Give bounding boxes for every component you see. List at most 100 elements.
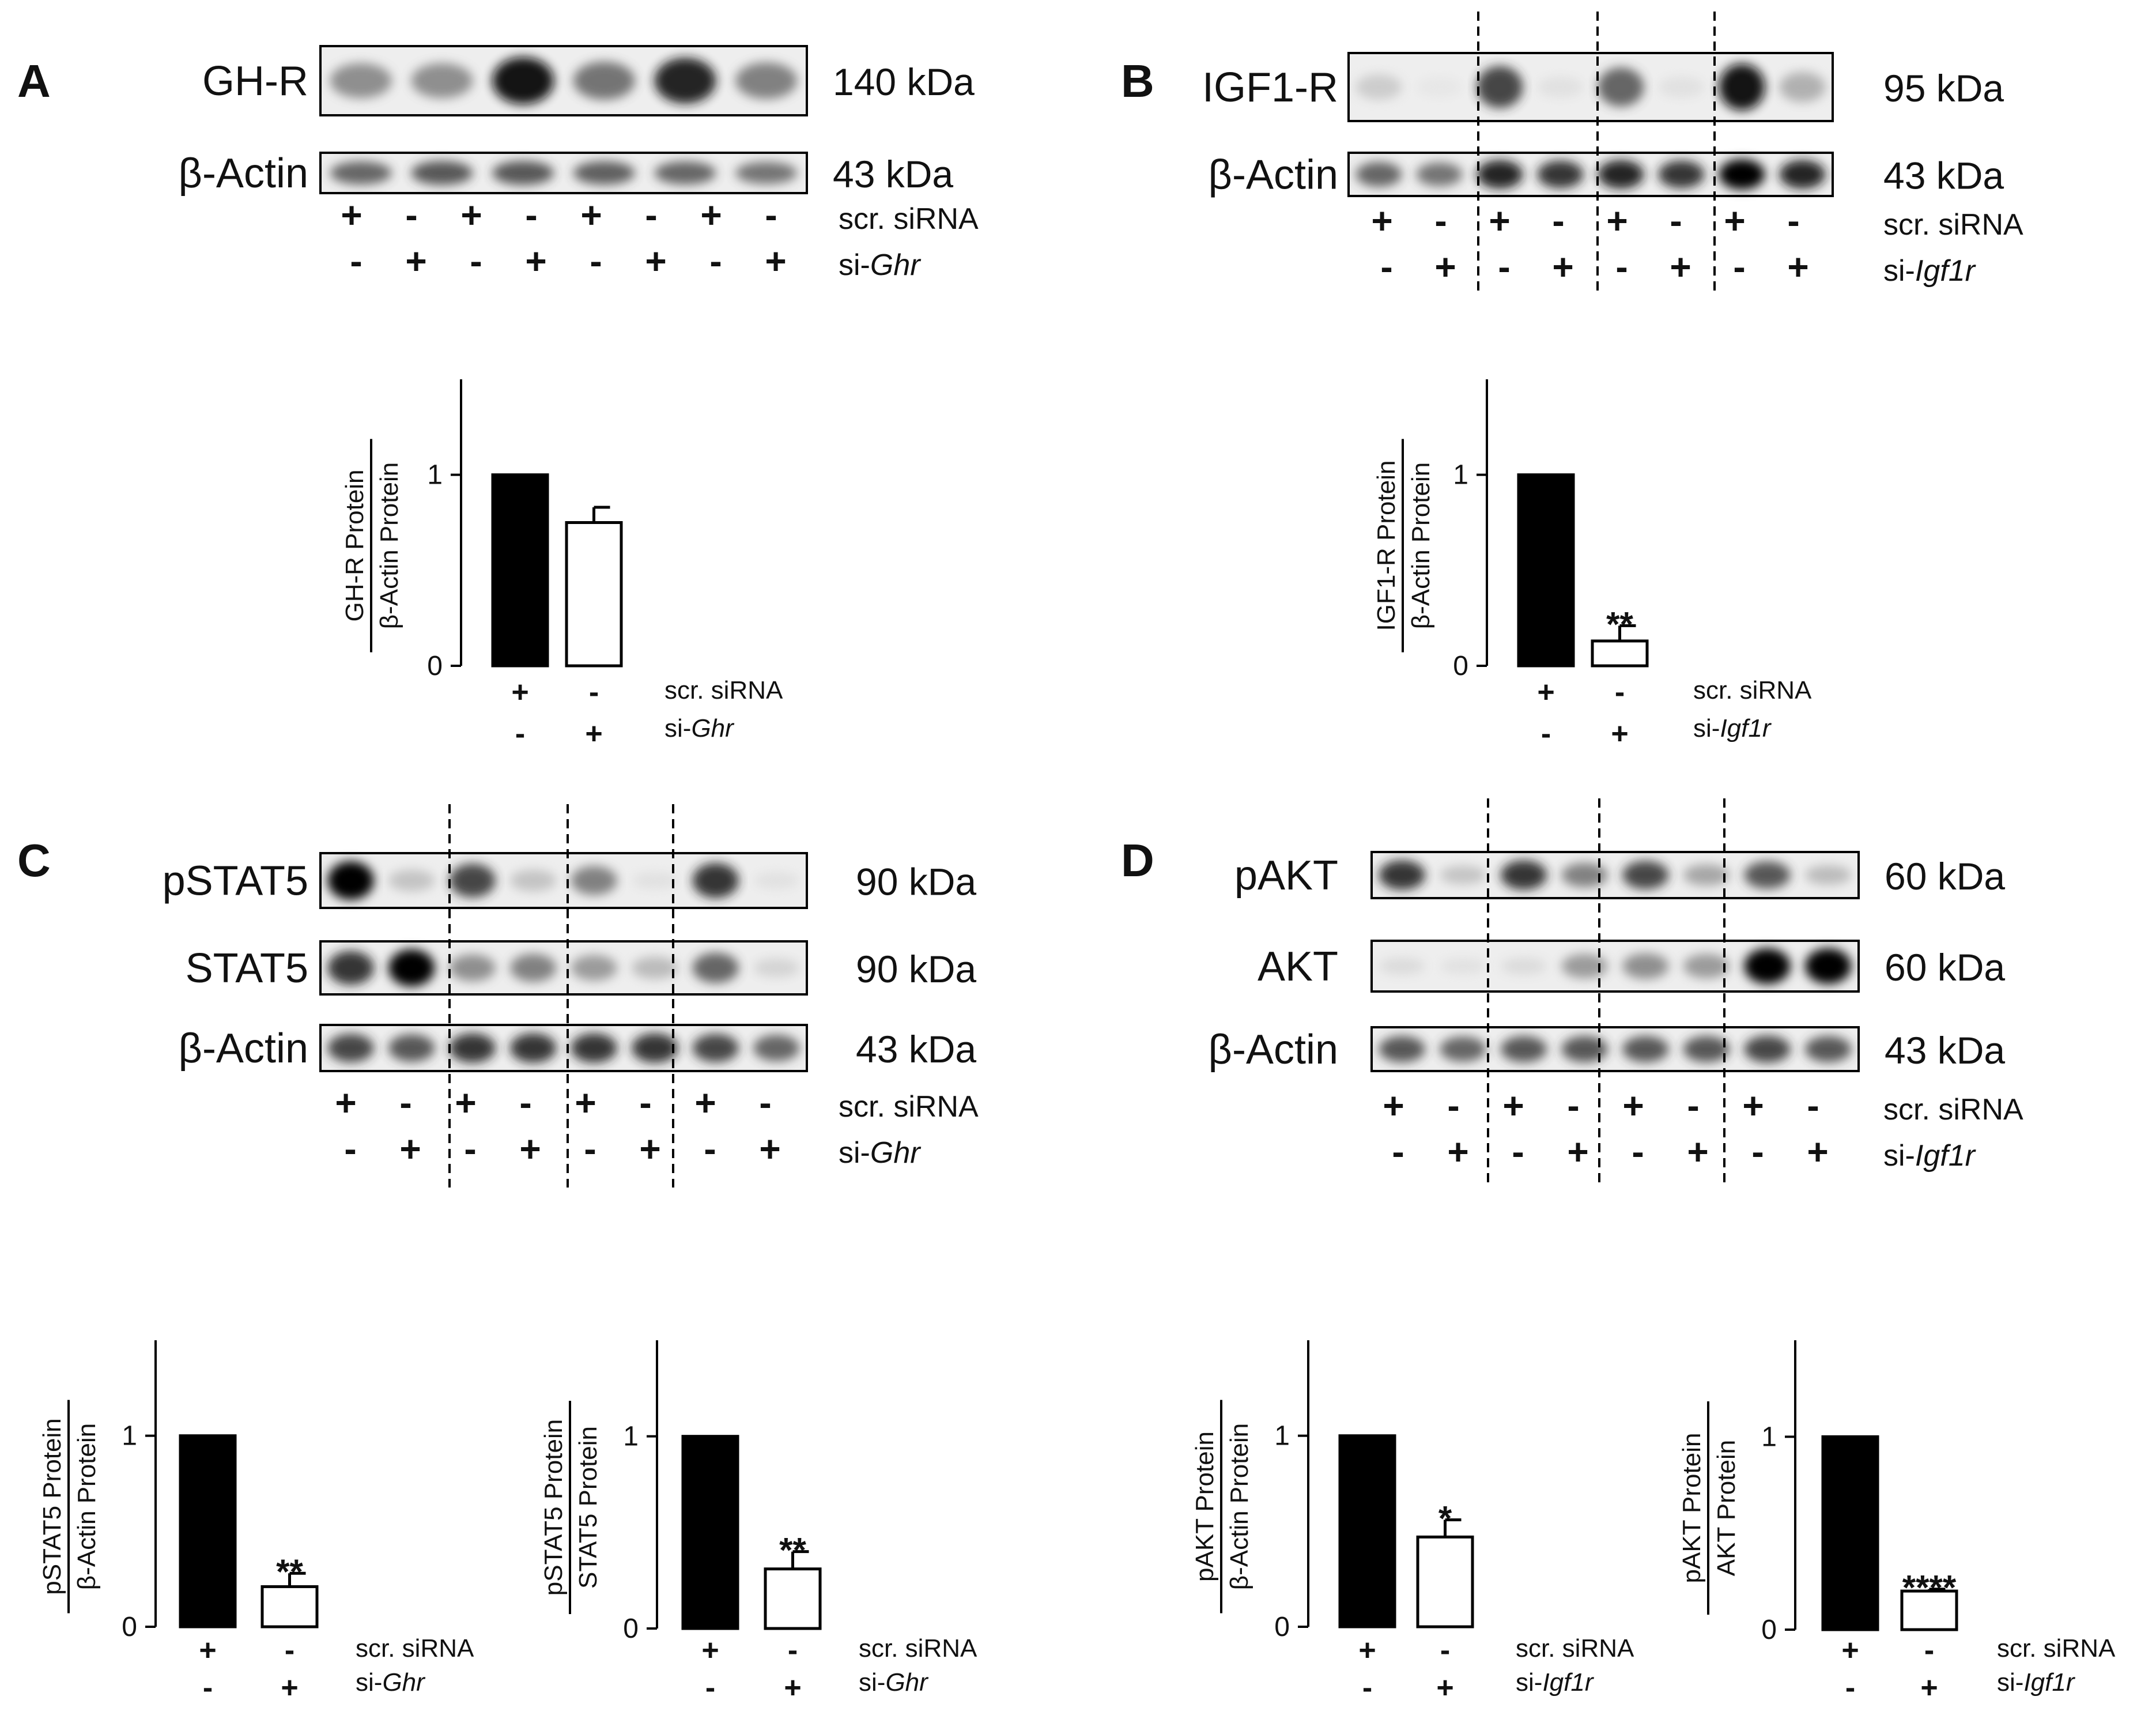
bar <box>1591 639 1649 668</box>
blot-size-label: 43 kDa <box>1883 154 2004 197</box>
blot-band <box>388 949 435 987</box>
blot-band <box>1622 861 1669 889</box>
row-label-si-gene: Ghr <box>870 1136 922 1170</box>
blot-band <box>1683 953 1730 979</box>
x-sign-scr: + <box>1841 1634 1859 1667</box>
blot-size-label: 60 kDa <box>1885 855 2005 898</box>
lane-sign-si: - <box>704 1128 716 1170</box>
lane-sign-si: - <box>1380 246 1392 288</box>
x-sign-scr: - <box>1440 1634 1450 1667</box>
lane-sign-scr: + <box>1742 1085 1764 1126</box>
blot-strip: β-Actin 43 kDa <box>1209 152 2004 198</box>
blot-strip: β-Actin 43 kDa <box>179 1024 976 1072</box>
blot-band <box>510 953 557 982</box>
x-sign-si: + <box>784 1671 801 1705</box>
lane-signs: + - + - + - + - - + - + - + - + scr. siRNA si-Igf1r <box>1383 1085 2023 1173</box>
blot-band <box>1598 67 1644 107</box>
x-row-label-si-prefix: si- <box>1997 1668 2023 1697</box>
blot-size-label: 43 kDa <box>833 153 953 195</box>
lane-sign-scr: - <box>1434 200 1447 242</box>
blot-band <box>1683 864 1730 886</box>
row-label-si: si-Ghr <box>839 1136 922 1170</box>
blot-band <box>692 863 739 898</box>
blot-band <box>735 62 798 99</box>
bar-chart-3: 0 1 pSTAT5 Protein β-Actin Protein ** + - - + scr… <box>38 1340 474 1705</box>
y-axis-label: GH-R Protein β-Actin Protein <box>341 439 403 653</box>
lane-sign-si: + <box>759 1128 780 1170</box>
significance-marker: ** <box>276 1552 303 1591</box>
x-row-label-scr: scr. siRNA <box>1516 1634 1634 1663</box>
blot-band <box>1805 948 1852 984</box>
blot-size-label: 43 kDa <box>856 1028 976 1070</box>
significance-marker: **** <box>1902 1569 1957 1607</box>
y-tick-label: 1 <box>1274 1421 1290 1452</box>
x-sign-si: - <box>1845 1671 1855 1705</box>
lane-sign-scr: + <box>575 1082 596 1124</box>
row-label-scr-sirna: scr. siRNA <box>839 1090 979 1124</box>
lane-sign-si: + <box>1567 1131 1588 1173</box>
y-tick-label: 0 <box>427 651 443 681</box>
lane-sign-scr: + <box>580 194 602 236</box>
x-sign-scr: + <box>511 676 528 709</box>
blot-band <box>510 869 557 892</box>
blot-band <box>327 861 374 900</box>
y-label-numerator: GH-R Protein <box>341 469 369 621</box>
bar-chart-2: 0 1 IGF1-R Protein β-Actin Protein ** + - - + scr… <box>1372 379 1812 751</box>
lane-sign-si: - <box>1512 1131 1524 1173</box>
y-label-denominator: β-Actin Protein <box>375 462 403 629</box>
panel-letter: C <box>17 835 51 886</box>
blot-band <box>654 161 716 185</box>
blot-strip: STAT5 90 kDa <box>186 940 976 996</box>
x-sign-scr: + <box>1358 1634 1376 1667</box>
blot-band <box>1719 159 1765 190</box>
x-row-label-si: si-Ghr <box>356 1668 426 1697</box>
lane-sign-scr: + <box>1383 1085 1404 1126</box>
lane-sign-si: + <box>1807 1131 1828 1173</box>
blot-band <box>449 954 496 982</box>
x-row-label-si-gene: Igf1r <box>1542 1668 1594 1697</box>
lane-sign-si: + <box>1552 246 1573 288</box>
bar <box>1821 1435 1879 1631</box>
blot-band <box>1622 1036 1669 1062</box>
lane-sign-scr: + <box>694 1082 716 1124</box>
lane-sign-si: + <box>639 1128 660 1170</box>
blot-frame <box>319 152 808 194</box>
lane-sign-si: - <box>344 1128 356 1170</box>
lane-sign-si: + <box>1447 1131 1468 1173</box>
lane-sign-scr: + <box>455 1082 476 1124</box>
lane-sign-scr: - <box>1670 200 1682 242</box>
x-row-label-si-gene: Ghr <box>885 1668 929 1697</box>
y-label-denominator: β-Actin Protein <box>1407 462 1435 629</box>
blot-strip: GH-R 140 kDa <box>202 45 975 116</box>
blot-band <box>1477 160 1523 189</box>
blot-size-label: 43 kDa <box>1885 1029 2005 1072</box>
lane-sign-scr: - <box>1567 1085 1579 1126</box>
blot-band <box>735 161 798 184</box>
lane-sign-scr: - <box>519 1082 531 1124</box>
lane-sign-si: - <box>470 240 482 282</box>
y-tick-label: 0 <box>623 1614 639 1644</box>
blot-band <box>1500 1036 1547 1062</box>
y-label-numerator: pSTAT5 Protein <box>539 1419 568 1596</box>
blot-band <box>1561 1036 1608 1062</box>
blot-label: β-Actin <box>1209 152 1338 198</box>
y-tick-label: 1 <box>122 1421 137 1452</box>
blot-strip: AKT 60 kDa <box>1258 940 2005 993</box>
x-row-label-si-prefix: si- <box>664 714 691 742</box>
lane-sign-scr: + <box>1724 200 1745 242</box>
blot-band <box>692 1034 739 1062</box>
lane-sign-si: + <box>1670 246 1691 288</box>
blot-label: IGF1-R <box>1202 65 1338 111</box>
blot-label: AKT <box>1258 944 1338 990</box>
bar <box>179 1434 237 1628</box>
blot-strip: β-Actin 43 kDa <box>1209 1026 2005 1073</box>
x-sign-scr: - <box>589 676 599 709</box>
lane-sign-si: - <box>1751 1131 1764 1173</box>
lane-sign-scr: - <box>645 194 657 236</box>
blot-band <box>753 958 800 978</box>
significance-marker: * <box>1438 1499 1452 1537</box>
y-tick-label: 1 <box>1761 1422 1777 1452</box>
blot-band <box>1416 77 1463 97</box>
x-sign-si: + <box>1436 1671 1453 1705</box>
